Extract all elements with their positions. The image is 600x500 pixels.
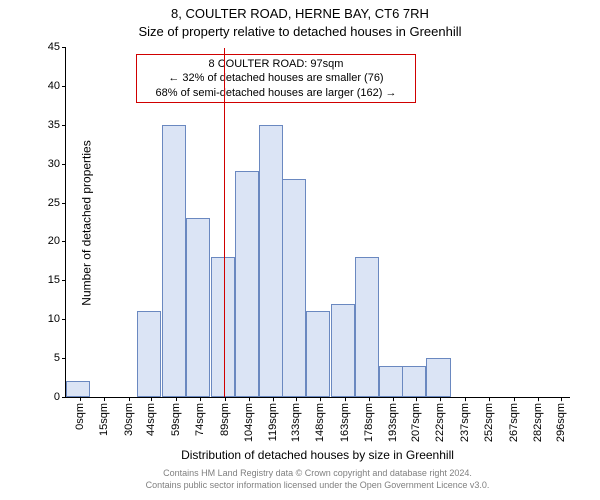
plot-area: 8 COULTER ROAD: 97sqm← 32% of detached h… [65, 48, 570, 398]
histogram-bar [259, 125, 283, 397]
x-tick: 104sqm [243, 397, 255, 442]
page-title-line1: 8, COULTER ROAD, HERNE BAY, CT6 7RH [0, 6, 600, 21]
x-tick: 133sqm [290, 397, 302, 442]
histogram-bar [162, 125, 186, 397]
x-tick: 237sqm [459, 397, 471, 442]
histogram-bar [186, 218, 210, 397]
footer-line1: Contains HM Land Registry data © Crown c… [65, 468, 570, 480]
x-tick: 207sqm [410, 397, 422, 442]
x-tick: 296sqm [555, 397, 567, 442]
annotation-line: 68% of semi-detached houses are larger (… [143, 86, 409, 100]
y-tick: 0 [54, 391, 66, 403]
x-tick: 74sqm [194, 397, 206, 436]
x-tick: 163sqm [339, 397, 351, 442]
y-tick: 5 [54, 352, 66, 364]
histogram-bar [402, 366, 426, 397]
y-tick: 30 [48, 158, 66, 170]
y-tick: 25 [48, 197, 66, 209]
x-tick: 30sqm [123, 397, 135, 436]
y-tick: 45 [48, 41, 66, 53]
x-tick: 178sqm [363, 397, 375, 442]
x-tick: 282sqm [532, 397, 544, 442]
histogram-bar [235, 171, 259, 397]
x-tick: 59sqm [170, 397, 182, 436]
histogram-bar [137, 311, 161, 397]
annotation-box: 8 COULTER ROAD: 97sqm← 32% of detached h… [136, 54, 416, 103]
y-tick: 15 [48, 274, 66, 286]
histogram-bar [379, 366, 403, 397]
x-tick: 119sqm [267, 397, 279, 441]
x-tick: 44sqm [145, 397, 157, 436]
x-tick: 222sqm [434, 397, 446, 442]
page-title-line2: Size of property relative to detached ho… [0, 24, 600, 39]
footer-attribution: Contains HM Land Registry data © Crown c… [65, 468, 570, 491]
x-tick: 15sqm [98, 397, 110, 436]
y-tick: 20 [48, 235, 66, 247]
footer-line2: Contains public sector information licen… [65, 480, 570, 492]
annotation-line: 8 COULTER ROAD: 97sqm [143, 57, 409, 71]
y-tick: 35 [48, 119, 66, 131]
histogram-bar [306, 311, 330, 397]
x-tick: 89sqm [219, 397, 231, 436]
y-tick: 10 [48, 313, 66, 325]
x-tick: 0sqm [74, 397, 86, 430]
chart-container: 8, COULTER ROAD, HERNE BAY, CT6 7RH Size… [0, 0, 600, 500]
x-axis-label: Distribution of detached houses by size … [65, 448, 570, 462]
annotation-line: ← 32% of detached houses are smaller (76… [143, 71, 409, 85]
histogram-bar [331, 304, 355, 397]
y-tick: 40 [48, 80, 66, 92]
histogram-bar [426, 358, 450, 397]
x-tick: 193sqm [387, 397, 399, 442]
x-tick: 252sqm [483, 397, 495, 442]
histogram-bar [355, 257, 379, 397]
marker-line [224, 48, 225, 397]
histogram-bar [66, 381, 90, 397]
x-tick: 148sqm [314, 397, 326, 442]
x-tick: 267sqm [508, 397, 520, 442]
histogram-bar [282, 179, 306, 397]
